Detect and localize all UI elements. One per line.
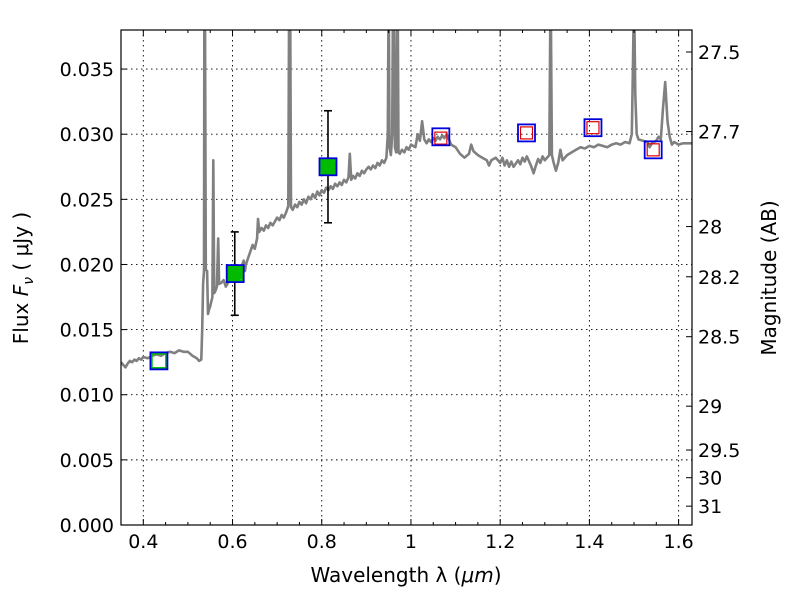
y-axis-title-prefix: Flux [9,296,33,344]
y-axis-title: Flux Fν ( μJy ) [9,212,37,344]
observed-point [226,265,244,283]
axis-ticks: 0.4 0.6 0.8 1 1.2 1.4 1.6 0.000 0.005 0.010 0.015 0… [60,30,740,553]
model-point-red [434,131,448,145]
y-tick-label: 0.000 [60,515,114,537]
x-axis-title-suffix: ) [494,563,502,587]
y-tick-label: 0.005 [60,450,114,472]
x-tick-label: 1 [405,531,417,553]
x-axis-title-prefix: Wavelength λ ( [310,563,461,587]
model-point-blue [517,123,536,143]
grid-lines [121,30,692,526]
x-tick-label: 1.2 [485,531,515,553]
model-sed-line [121,30,692,369]
y-tick-label: 0.030 [60,124,114,146]
y-axis-title-symbol: F [9,284,33,296]
model-point-red [646,143,660,157]
y-axis-title-subscript: ν [21,277,37,285]
y-tick-label: 0.010 [60,385,114,407]
x-tick-label: 0.4 [128,531,158,553]
model-point-blue [583,118,603,138]
x-tick-label: 0.6 [217,531,247,553]
y2-tick-label: 31 [698,496,722,518]
y2-tick-label: 27.7 [698,122,740,144]
model-point-blue [643,140,663,160]
model-point-blue [149,351,169,371]
model-point-red [586,121,600,135]
y2-tick-label: 28.2 [698,267,740,289]
model-point-blue [225,264,245,283]
y2-tick-label: 28 [698,217,722,239]
observed-point [319,158,337,176]
y2-axis-title: Magnitude (AB) [757,200,781,355]
y-tick-label: 0.025 [60,189,114,211]
x-axis-title: Wavelength λ (μm) [310,563,501,587]
y2-tick-label: 30 [698,468,722,490]
x-tick-label: 0.8 [307,531,337,553]
model-point-red [519,126,534,140]
x-axis-title-unit: μm [460,563,493,587]
model-point-blue [318,157,338,177]
y-axis-title-suffix: ( μJy ) [9,212,33,277]
x-tick-label: 1.4 [574,531,604,553]
model-point-green [151,353,167,369]
plot-frame [120,29,693,526]
y-tick-label: 0.015 [60,320,114,342]
model-point-blue [431,127,451,147]
x-tick-label: 1.6 [664,531,694,553]
y2-tick-label: 27.5 [698,42,740,64]
y2-tick-label: 29 [698,396,722,418]
data-layer [121,30,692,371]
y2-tick-label: 29.5 [698,440,740,462]
y2-tick-label: 28.5 [698,327,740,349]
y-tick-label: 0.020 [60,254,114,276]
y-tick-label: 0.035 [60,59,114,81]
